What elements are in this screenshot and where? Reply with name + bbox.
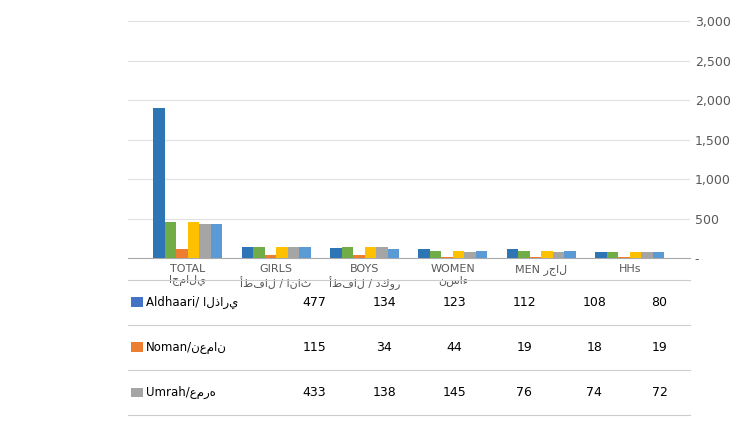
Text: Aldhaari/ الذاري: Aldhaari/ الذاري <box>146 295 238 309</box>
Bar <box>419 249 430 258</box>
Text: 19: 19 <box>652 341 668 354</box>
Bar <box>553 252 565 258</box>
Text: 138: 138 <box>373 386 396 399</box>
Bar <box>442 257 453 258</box>
Text: 108: 108 <box>582 295 606 309</box>
Bar <box>565 251 576 258</box>
Text: 72: 72 <box>652 386 668 399</box>
Text: 76: 76 <box>516 386 532 399</box>
Text: 433: 433 <box>303 386 326 399</box>
Bar <box>476 251 488 258</box>
Text: 123: 123 <box>442 295 466 309</box>
Bar <box>630 252 641 258</box>
Text: 112: 112 <box>512 295 536 309</box>
Text: 18: 18 <box>586 341 602 354</box>
Text: 134: 134 <box>373 295 396 309</box>
Bar <box>507 249 518 258</box>
Text: 145: 145 <box>442 386 466 399</box>
Bar <box>430 251 442 258</box>
Bar <box>199 224 211 258</box>
Bar <box>188 222 199 258</box>
Bar <box>388 249 399 258</box>
Bar <box>299 247 310 258</box>
Bar <box>287 247 299 258</box>
Text: 74: 74 <box>586 386 602 399</box>
Text: Umrah/عمره: Umrah/عمره <box>146 386 216 399</box>
Bar <box>353 255 364 258</box>
Bar <box>242 247 253 258</box>
Bar <box>364 247 376 258</box>
Bar <box>211 224 222 258</box>
Bar <box>653 252 664 258</box>
Text: 19: 19 <box>517 341 532 354</box>
Bar <box>253 247 265 258</box>
Bar <box>607 252 619 258</box>
Text: Noman/نعمان: Noman/نعمان <box>146 341 227 354</box>
Bar <box>330 248 341 258</box>
Bar <box>164 222 176 258</box>
Bar <box>641 252 653 258</box>
Bar <box>619 257 630 258</box>
Bar <box>176 249 188 258</box>
Text: 115: 115 <box>302 341 326 354</box>
Bar <box>518 251 530 258</box>
Text: 80: 80 <box>652 295 668 309</box>
Bar <box>153 108 164 258</box>
Text: 34: 34 <box>376 341 392 354</box>
Bar <box>530 257 542 258</box>
Bar <box>265 255 276 258</box>
Text: 44: 44 <box>446 341 462 354</box>
Bar <box>464 252 476 258</box>
Bar <box>341 247 353 258</box>
Bar <box>596 252 607 258</box>
Bar <box>276 247 287 258</box>
Text: 477: 477 <box>302 295 326 309</box>
Bar <box>542 251 553 258</box>
Bar <box>376 246 388 258</box>
Bar <box>453 251 464 258</box>
